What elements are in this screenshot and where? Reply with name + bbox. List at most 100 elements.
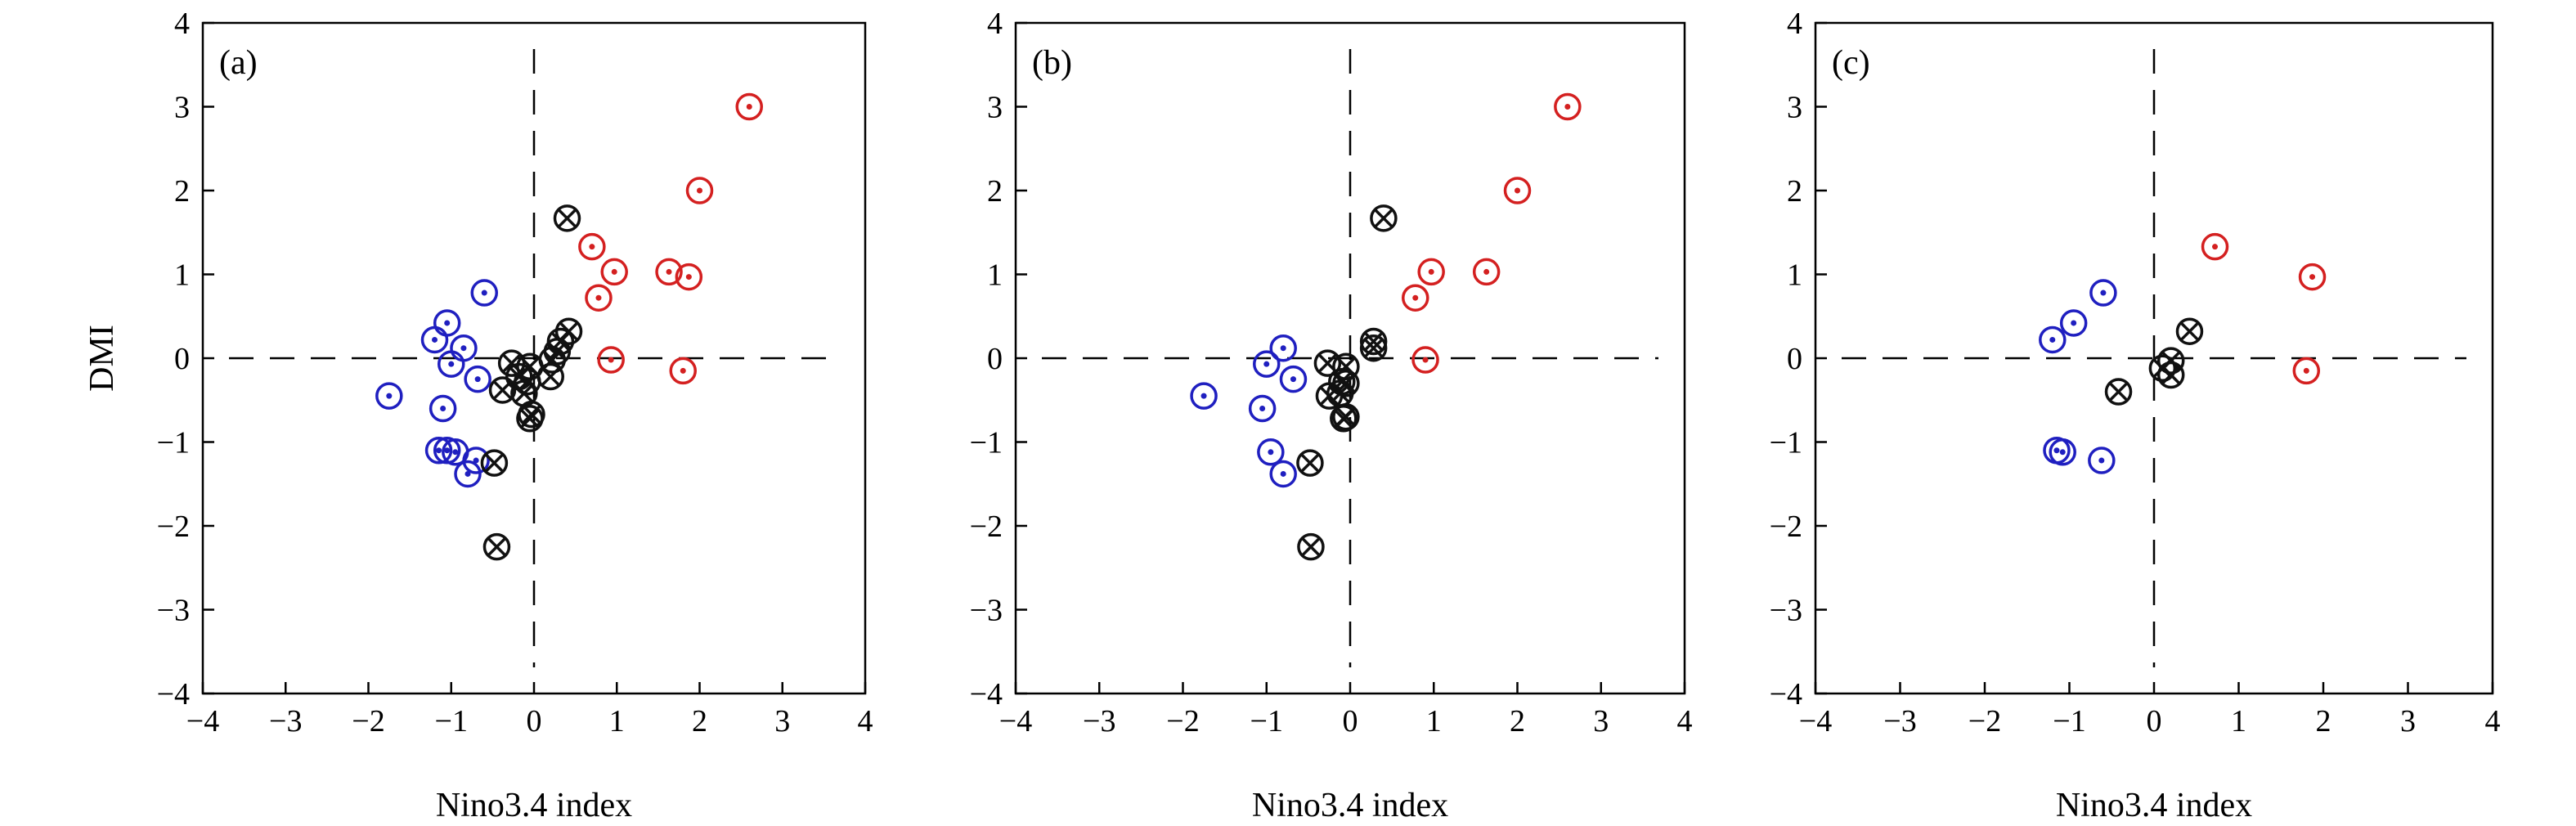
- x-tick-label: 1: [2231, 704, 2246, 738]
- x-tick-label: 1: [609, 704, 625, 738]
- y-tick-label: 0: [174, 342, 190, 376]
- data-point-circle-dot: [2049, 438, 2076, 466]
- x-tick-label: 4: [2485, 704, 2501, 738]
- data-point-circle-dot: [438, 350, 465, 378]
- y-tick-label: 0: [987, 342, 1003, 376]
- data-point-circle-dot: [464, 365, 491, 393]
- data-point-circle-dot: [2089, 279, 2117, 307]
- data-point-circle-dot: [1472, 258, 1501, 286]
- data-point-circle-dot: [2292, 357, 2321, 385]
- y-tick-label: −2: [157, 510, 190, 544]
- panel-label: (a): [219, 44, 258, 82]
- x-tick-label: −2: [352, 704, 384, 738]
- x-axis-label: Nino3.4 index: [2056, 787, 2252, 824]
- y-tick-label: 0: [1787, 342, 1802, 376]
- y-tick-label: 2: [987, 174, 1003, 209]
- x-tick-label: −2: [1166, 704, 1199, 738]
- scatter-panel-b: −4 −3 −2 −1 0 1 2 3 4 −4 −3 −2 −1 0 1 2 3 4 Nino3.4 index (…: [970, 7, 1693, 824]
- x-tick-label: 0: [1343, 704, 1358, 738]
- data-point-circle-x: [1370, 204, 1398, 232]
- data-point-circle-dot: [1411, 346, 1439, 374]
- data-point-circle-dot: [735, 92, 763, 121]
- y-tick-label: −4: [970, 677, 1003, 712]
- y-tick-label: 3: [1787, 91, 1802, 125]
- y-tick-label: 4: [987, 7, 1003, 41]
- y-tick-label: 4: [174, 7, 190, 41]
- data-point-circle-dot: [1190, 382, 1218, 410]
- x-tick-label: 3: [774, 704, 790, 738]
- data-point-circle-dot: [597, 346, 625, 374]
- scatter-panel-a: −4 −3 −2 −1 0 1 2 3 4 −4 −3 −2 −1 0 1 2 3 4 Nino3.4 index D…: [83, 7, 873, 824]
- data-point-circle-x: [553, 204, 581, 232]
- data-point-circle-dot: [585, 284, 613, 312]
- x-tick-label: 0: [2147, 704, 2162, 738]
- data-point-circle-dot: [424, 437, 453, 465]
- data-point-circle-dot: [2298, 263, 2327, 291]
- y-tick-label: −2: [970, 510, 1003, 544]
- x-tick-label: −4: [186, 704, 219, 738]
- data-point-circle-dot: [420, 325, 449, 354]
- data-point-circle-dot: [454, 460, 482, 488]
- y-tick-label: −1: [970, 426, 1003, 460]
- data-point-circle-dot: [462, 447, 490, 474]
- x-tick-label: −3: [269, 704, 302, 738]
- y-tick-label: −1: [157, 426, 190, 460]
- data-point-circle-dot: [1253, 350, 1281, 378]
- x-tick-label: 4: [1677, 704, 1693, 738]
- data-point-circle-dot: [1554, 92, 1582, 121]
- x-tick-label: −1: [435, 704, 468, 738]
- data-point-circle-x: [1296, 449, 1324, 477]
- data-point-circle-dot: [429, 394, 457, 423]
- data-point-circle-dot: [1417, 258, 1445, 286]
- data-point-circle-x: [482, 532, 511, 561]
- data-point-circle-dot: [1248, 394, 1277, 423]
- data-point-circle-dot: [578, 232, 606, 261]
- data-point-circle-x: [1297, 532, 1325, 561]
- x-tick-label: 0: [527, 704, 542, 738]
- y-tick-label: 4: [1787, 7, 1802, 41]
- data-point-circle-dot: [675, 263, 703, 291]
- x-tick-label: −1: [2053, 704, 2085, 738]
- y-tick-label: 2: [174, 174, 190, 209]
- data-point-circle-dot: [1269, 334, 1297, 362]
- data-point-circle-x: [516, 405, 544, 433]
- x-tick-label: 2: [2316, 704, 2331, 738]
- y-tick-label: 2: [1787, 174, 1802, 209]
- data-point-circle-dot: [2201, 232, 2229, 261]
- y-tick-label: 3: [987, 91, 1003, 125]
- x-tick-label: 2: [692, 704, 707, 738]
- x-axis-label: Nino3.4 index: [436, 787, 632, 824]
- x-tick-label: 2: [1510, 704, 1525, 738]
- data-point-circle-dot: [669, 357, 697, 385]
- data-point-circle-x: [2104, 378, 2133, 406]
- y-tick-label: −3: [970, 594, 1003, 628]
- y-tick-label: 1: [1787, 258, 1802, 293]
- data-point-circle-dot: [1269, 460, 1297, 488]
- y-tick-label: 3: [174, 91, 190, 125]
- data-point-circle-x: [480, 449, 509, 477]
- data-point-circle-dot: [470, 279, 498, 307]
- data-point-circle-dot: [600, 258, 628, 286]
- x-tick-label: −2: [1968, 704, 2001, 738]
- y-tick-label: −1: [1770, 426, 1802, 460]
- data-point-circle-dot: [1279, 365, 1308, 393]
- y-axis-label: DMI: [83, 325, 121, 392]
- data-point-circle-dot: [1402, 284, 1429, 312]
- y-tick-label: −4: [1770, 677, 1802, 712]
- data-point-circle-x: [1330, 405, 1358, 433]
- x-tick-label: −3: [1883, 704, 1916, 738]
- y-tick-label: −2: [1770, 510, 1802, 544]
- data-point-circle-dot: [1257, 438, 1285, 466]
- panel-label: (b): [1032, 44, 1072, 82]
- x-axis-label: Nino3.4 index: [1252, 787, 1448, 824]
- data-point-circle-dot: [450, 334, 478, 362]
- data-point-circle-dot: [685, 177, 714, 204]
- data-point-circle-dot: [1503, 177, 1532, 204]
- x-tick-label: 3: [1593, 704, 1609, 738]
- data-point-circle-dot: [655, 258, 683, 286]
- data-point-circle-dot: [2088, 447, 2116, 474]
- data-point-circle-dot: [2059, 309, 2088, 337]
- x-tick-label: −3: [1083, 704, 1115, 738]
- data-point-circle-dot: [433, 309, 461, 337]
